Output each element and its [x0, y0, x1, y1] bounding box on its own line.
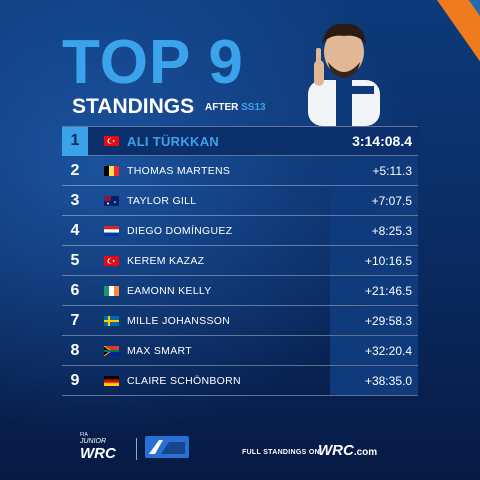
standings-row: 5 KEREM KAZAZ +10:16.5: [62, 246, 418, 276]
standings-row: 8 MAX SMART +32:20.4: [62, 336, 418, 366]
flag-turkey-icon: [104, 255, 119, 266]
stage-number: SS13: [241, 102, 266, 113]
driver-time: +5:11.3: [330, 156, 418, 185]
driver-name: CLAIRE SCHÖNBORN: [127, 374, 241, 387]
flag-germany-icon: [104, 375, 119, 386]
driver-name: THOMAS MARTENS: [127, 164, 231, 177]
flag-south-africa-icon: [104, 345, 119, 356]
flag-belgium-icon: [104, 165, 119, 176]
page-subtitle: STANDINGS: [72, 95, 195, 118]
position-number: 2: [70, 161, 80, 179]
driver-time: 3:14:08.4: [352, 133, 412, 149]
position-number: 6: [70, 281, 80, 299]
driver-name: EAMONN KELLY: [127, 284, 212, 297]
driver-time: +21:46.5: [330, 276, 418, 305]
driver-name: MILLE JOHANSSON: [127, 314, 231, 327]
flag-turkey-icon: [104, 136, 119, 146]
standings-row: 9 CLAIRE SCHÖNBORN +38:35.0: [62, 366, 418, 396]
driver-photo: [308, 23, 380, 126]
standings-row: 7 MILLE JOHANSSON +29:58.3: [62, 306, 418, 336]
position-number: 9: [70, 371, 80, 389]
driver-time: +29:58.3: [330, 306, 418, 335]
position-number: 3: [70, 191, 80, 209]
driver-name: ALI TÜRKKAN: [127, 133, 220, 149]
standings-row: 4 DIEGO DOMÍNGUEZ +8:25.3: [62, 216, 418, 246]
standings-row: 2 THOMAS MARTENS +5:11.3: [62, 156, 418, 186]
driver-name: DIEGO DOMÍNGUEZ: [127, 224, 233, 237]
flag-australia-icon: [104, 195, 119, 206]
driver-time: +8:25.3: [330, 216, 418, 245]
driver-name: MAX SMART: [127, 344, 192, 357]
standings-row: 3 TAYLOR GILL +7:07.5: [62, 186, 418, 216]
wrc-text: WRC: [318, 442, 354, 459]
rally-badge-logo: [145, 436, 189, 458]
position-number: 7: [70, 311, 80, 329]
logo-wrc: WRC: [80, 445, 116, 462]
driver-name: KEREM KAZAZ: [127, 254, 205, 267]
driver-time: +10:16.5: [330, 246, 418, 275]
position-number: 8: [70, 341, 80, 359]
page-title: TOP 9: [62, 28, 244, 97]
standings-table: 1 ALI TÜRKKAN 3:14:08.4 2 THOMAS MARTENS…: [62, 126, 418, 396]
wrc-com-link[interactable]: WRC.com: [318, 442, 377, 459]
standings-row: 6 EAMONN KELLY +21:46.5: [62, 276, 418, 306]
position-number: 5: [70, 251, 80, 269]
position-number: 4: [70, 221, 80, 239]
flag-ireland-icon: [104, 285, 119, 296]
flag-sweden-icon: [104, 315, 119, 326]
driver-time: +32:20.4: [330, 336, 418, 365]
after-text: AFTER: [205, 102, 239, 113]
position-number: 1: [62, 126, 88, 156]
junior-wrc-logo: FIA JUNIOR WRC: [80, 432, 116, 461]
driver-time: +38:35.0: [330, 366, 418, 395]
full-standings-text: FULL STANDINGS ON: [242, 449, 320, 456]
driver-name: TAYLOR GILL: [127, 194, 197, 207]
after-stage-label: AFTER SS13: [205, 102, 266, 113]
flag-paraguay-icon: [104, 225, 119, 236]
driver-time: +7:07.5: [330, 186, 418, 215]
wrc-domain: .com: [353, 447, 378, 458]
footer-divider: [136, 438, 137, 460]
logo-fia: FIA: [80, 432, 88, 438]
logo-junior: JUNIOR: [80, 438, 107, 445]
standings-row: 1 ALI TÜRKKAN 3:14:08.4: [62, 126, 418, 156]
